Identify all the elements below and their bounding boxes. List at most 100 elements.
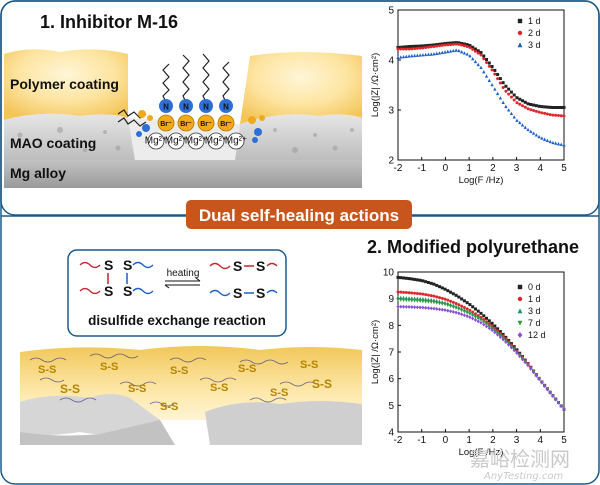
- data-point: [476, 49, 480, 53]
- data-point: [418, 292, 422, 296]
- data-point: [523, 100, 527, 104]
- polymer-coating-left: [4, 49, 128, 120]
- data-point: [495, 332, 500, 337]
- x-tick-label: 3: [514, 435, 520, 446]
- legend-label: 2 d: [528, 28, 541, 38]
- data-point: [435, 307, 439, 311]
- svg-text:S: S: [104, 283, 113, 299]
- data-point: [435, 51, 439, 55]
- polymer-coating-label: Polymer coating: [10, 76, 119, 92]
- data-point: [562, 114, 566, 118]
- data-point: [440, 286, 444, 290]
- data-point: [399, 295, 403, 300]
- data-point: [459, 308, 464, 313]
- x-tick-label: 1: [466, 163, 472, 174]
- data-point: [487, 64, 491, 68]
- data-point: [540, 380, 544, 385]
- data-point: [501, 81, 505, 85]
- data-point: [424, 305, 428, 310]
- data-point: [404, 296, 408, 300]
- data-point: [485, 60, 489, 64]
- data-point: [443, 302, 447, 307]
- svg-text:S: S: [233, 258, 242, 274]
- data-point: [476, 317, 480, 321]
- data-point: [426, 280, 430, 284]
- data-point: [462, 313, 467, 318]
- legend-marker: [517, 332, 523, 338]
- data-point: [404, 276, 408, 280]
- data-point: [421, 305, 425, 310]
- data-point: [421, 53, 425, 57]
- x-tick-label: 3: [514, 163, 520, 174]
- data-point: [421, 299, 425, 304]
- data-point: [462, 306, 466, 310]
- x-tick-label: 2: [490, 435, 496, 446]
- legend-label: 3 d: [528, 40, 541, 50]
- data-point: [545, 138, 550, 142]
- data-point: [415, 53, 420, 57]
- svg-text:Mg²⁺: Mg²⁺: [225, 136, 248, 147]
- data-point: [559, 106, 563, 109]
- data-point: [399, 55, 403, 59]
- data-point: [490, 321, 494, 325]
- side-molecules: [136, 110, 265, 143]
- data-point: [476, 62, 480, 67]
- data-point: [554, 106, 558, 109]
- data-point: [410, 54, 414, 58]
- data-point: [424, 44, 428, 48]
- data-point: [401, 298, 406, 303]
- legend-marker: [517, 42, 523, 48]
- data-point: [465, 311, 469, 315]
- data-point: [426, 297, 431, 301]
- data-point: [462, 51, 467, 55]
- x-tick-label: 4: [538, 163, 544, 174]
- data-point: [396, 275, 400, 279]
- data-point: [415, 46, 419, 50]
- data-point: [404, 47, 408, 51]
- data-point: [440, 43, 444, 47]
- data-point: [507, 342, 511, 347]
- data-point: [521, 104, 524, 108]
- y-tick-label: 3: [388, 106, 394, 117]
- data-point: [426, 52, 431, 56]
- data-point: [493, 72, 497, 76]
- data-point: [415, 44, 419, 48]
- inhibitor-title: 1. Inhibitor M-16: [40, 12, 178, 32]
- data-point: [418, 53, 422, 57]
- data-point: [476, 319, 480, 324]
- data-point: [462, 310, 467, 314]
- data-point: [537, 377, 541, 382]
- data-point: [465, 45, 469, 48]
- data-point: [449, 43, 453, 47]
- data-point: [437, 307, 442, 312]
- data-point: [407, 304, 411, 309]
- data-point: [426, 43, 430, 47]
- data-point: [407, 298, 411, 303]
- data-point: [534, 109, 538, 113]
- data-point: [407, 45, 411, 49]
- data-point: [545, 387, 550, 392]
- data-point: [421, 46, 425, 50]
- svg-text:S-S: S-S: [38, 364, 56, 376]
- data-point: [432, 294, 436, 298]
- data-point: [396, 47, 400, 51]
- data-point: [556, 106, 560, 109]
- data-point: [523, 105, 527, 109]
- data-point: [479, 53, 483, 57]
- data-point: [473, 49, 477, 53]
- data-point: [479, 320, 483, 325]
- data-point: [459, 50, 464, 54]
- data-point: [534, 373, 538, 378]
- top-illustration: Polymer coating MAO coating Mg alloy N N…: [4, 49, 362, 188]
- data-point: [446, 289, 450, 293]
- watermark: 嘉峪检测网 AnyTesting.com: [470, 447, 570, 482]
- data-point: [410, 296, 414, 300]
- series-12d: [396, 304, 566, 412]
- data-point: [440, 307, 444, 312]
- data-point: [462, 42, 466, 46]
- data-point: [542, 137, 547, 141]
- banner-background: [186, 200, 412, 229]
- data-point: [460, 304, 464, 308]
- data-point: [504, 84, 508, 88]
- svg-text:S-S: S-S: [60, 382, 80, 396]
